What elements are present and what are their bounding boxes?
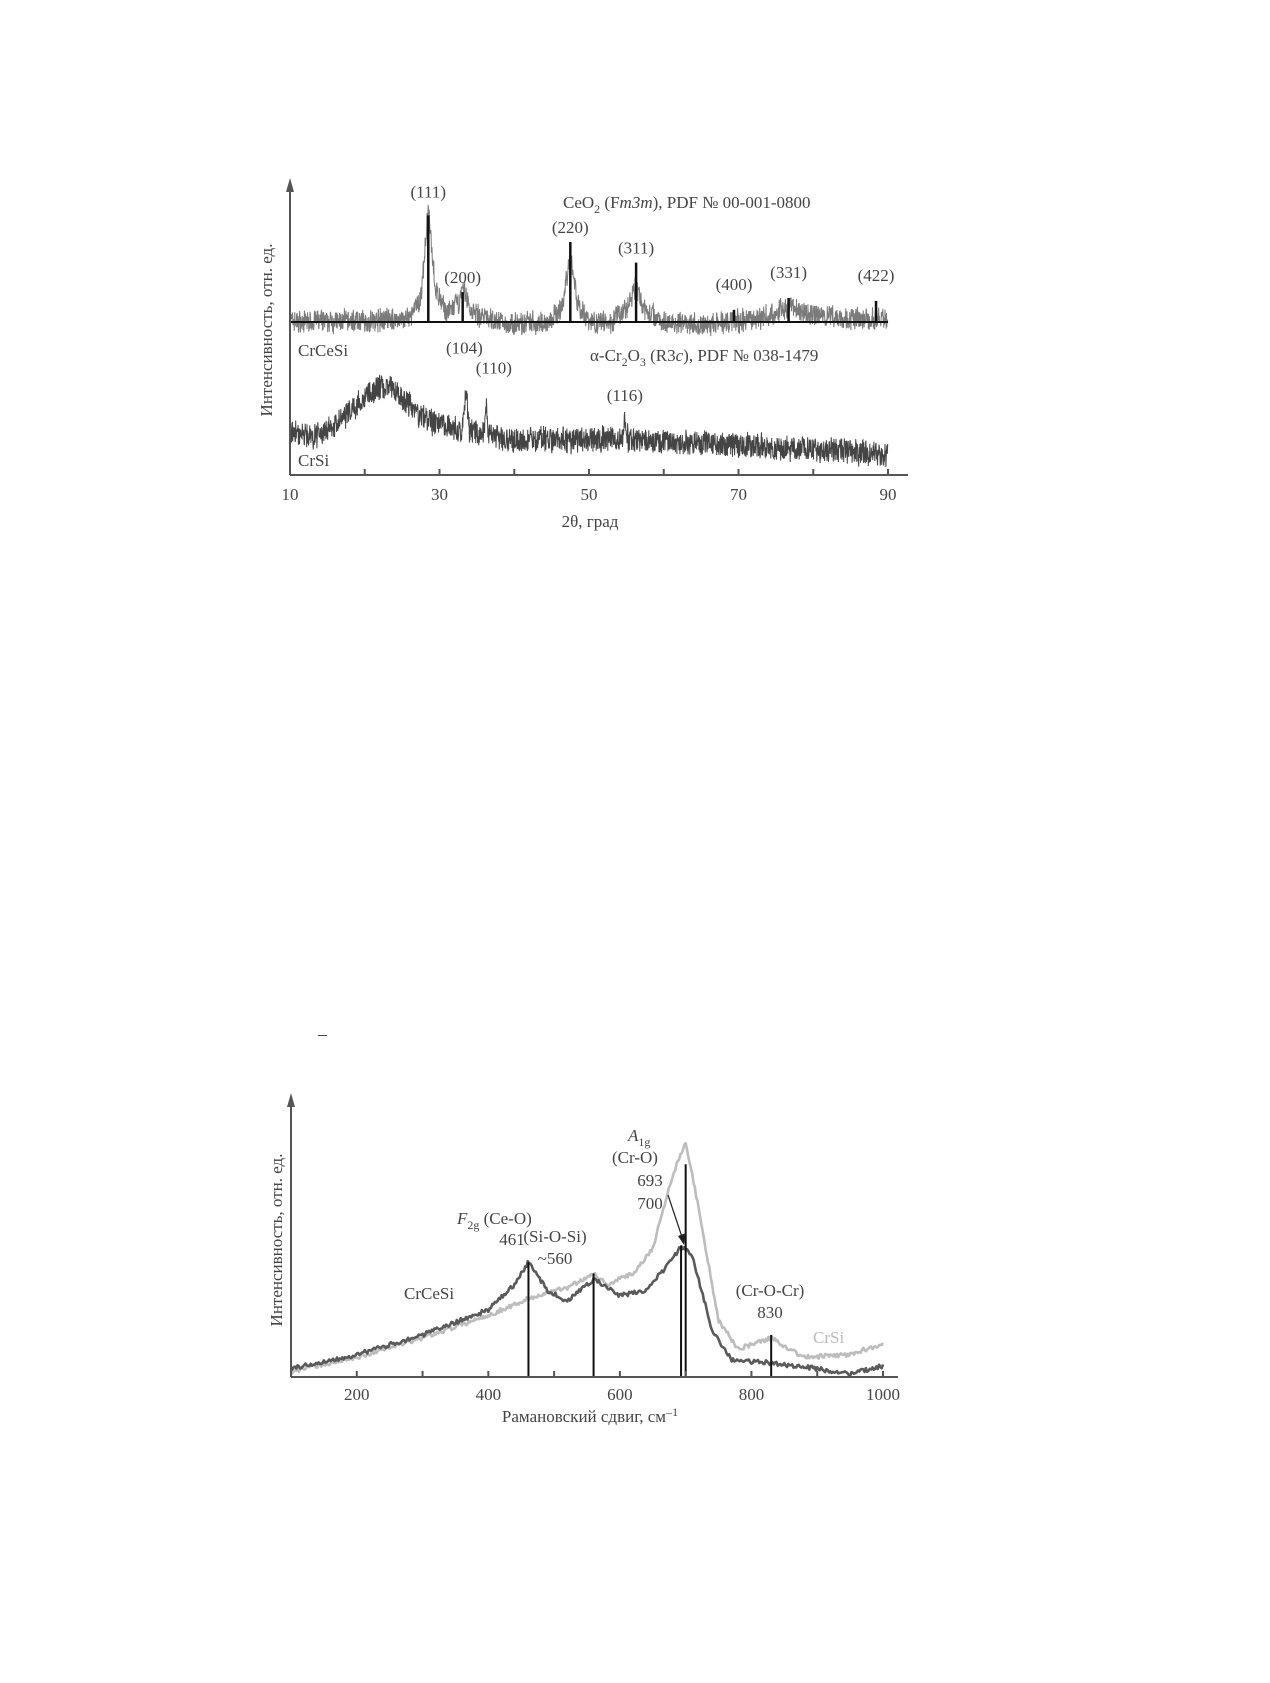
ceo2-peak-label: (200) bbox=[444, 268, 481, 287]
xrd-sample-label-crsi: CrSi bbox=[298, 451, 329, 470]
a1g-arrowhead bbox=[678, 1233, 686, 1245]
cr2o3-peak-label: (104) bbox=[446, 338, 483, 357]
sio-value: ~560 bbox=[538, 1249, 573, 1268]
sio-label: (Si-O-Si) bbox=[523, 1227, 586, 1246]
cr2o3-peak-label: (116) bbox=[607, 386, 643, 405]
xrd-series-crsi bbox=[289, 374, 889, 468]
a1g-value-700: 700 bbox=[637, 1194, 663, 1213]
raman-y-axis-arrow bbox=[287, 1093, 295, 1107]
ceo2-peak-label: (422) bbox=[858, 266, 895, 285]
xrd-sample-label-crcesi: CrCeSi bbox=[298, 341, 348, 360]
raman-series-crcesi bbox=[290, 1245, 885, 1378]
f2g-label: F2g (Ce-O) bbox=[456, 1209, 532, 1232]
ceo2-reference-label: CeO2 (Fm3m), PDF № 00-001-0800 bbox=[563, 193, 811, 216]
raman-x-axis-label: Рамановский сдвиг, см–1 bbox=[502, 1405, 678, 1426]
xrd-y-axis-label: Интенсивность, отн. ед. bbox=[257, 244, 276, 417]
raman-x-tick-label: 400 bbox=[476, 1385, 502, 1404]
xrd-x-axis-label: 2θ, град bbox=[562, 512, 619, 531]
xrd-chart: 10 30 50 70 90 2θ, град Интенсивность, отн. … bbox=[257, 178, 908, 531]
xrd-x-tick-label: 90 bbox=[880, 485, 897, 504]
ceo2-peak-label: (331) bbox=[770, 263, 807, 282]
f2g-value: 461 bbox=[499, 1230, 525, 1249]
raman-x-tick-label: 600 bbox=[607, 1385, 633, 1404]
raman-x-tick-label: 1000 bbox=[866, 1385, 900, 1404]
raman-x-tick-label: 800 bbox=[739, 1385, 765, 1404]
xrd-x-tick-label: 50 bbox=[581, 485, 598, 504]
a1g-value-693: 693 bbox=[637, 1171, 663, 1190]
cr2o3-reference-label: α-Cr2O3 (R3c), PDF № 038-1479 bbox=[590, 346, 818, 369]
a1g-arrow bbox=[667, 1194, 684, 1241]
ceo2-peak-label: (400) bbox=[716, 275, 753, 294]
raman-sample-label-crsi: CrSi bbox=[813, 1328, 844, 1347]
croc-value: 830 bbox=[757, 1303, 783, 1322]
raman-series-crsi bbox=[290, 1141, 885, 1375]
xrd-x-tick-label: 30 bbox=[431, 485, 448, 504]
raman-y-axis-label: Интенсивность, отн. ед. bbox=[267, 1154, 286, 1327]
ceo2-peak-label: (220) bbox=[552, 218, 589, 237]
xrd-y-axis-arrow bbox=[286, 178, 294, 192]
raman-x-tick-label: 200 bbox=[344, 1385, 370, 1404]
stray-dash-mark: – bbox=[318, 1024, 327, 1044]
croc-label: (Cr-O-Cr) bbox=[736, 1281, 805, 1300]
ceo2-peak-label: (311) bbox=[618, 239, 654, 258]
xrd-x-tick-label: 70 bbox=[730, 485, 747, 504]
cr2o3-peak-label: (110) bbox=[476, 358, 512, 377]
a1g-label: A1g bbox=[627, 1126, 650, 1149]
a1g-bond: (Cr-O) bbox=[612, 1148, 658, 1167]
raman-sample-label-crcesi: CrCeSi bbox=[404, 1284, 454, 1303]
ceo2-peak-label: (111) bbox=[411, 182, 447, 201]
xrd-x-tick-label: 10 bbox=[282, 485, 299, 504]
